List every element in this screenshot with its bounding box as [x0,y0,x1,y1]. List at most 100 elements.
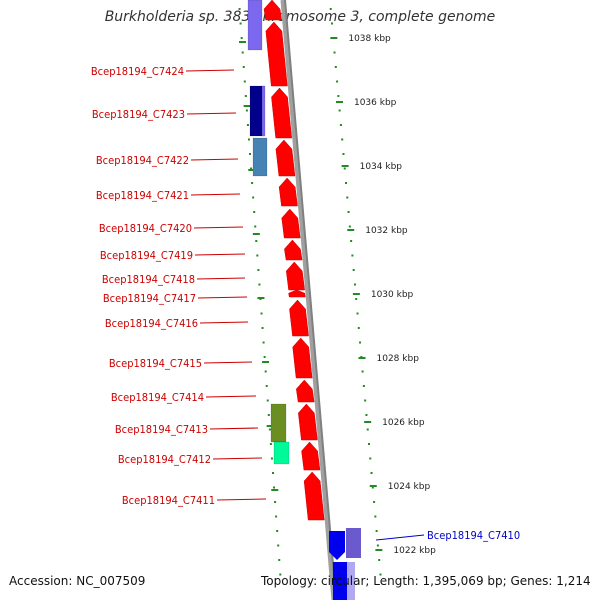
inner-ring-dot [279,573,282,576]
outer-ring-dot [353,283,356,286]
scale-label: 1024 kbp [388,482,431,492]
gene-arrow-reverse [301,441,321,471]
outer-ring-dot [352,269,355,271]
outer-ring-dot [355,298,358,300]
inner-ring-dot [253,211,256,213]
gene-label-reverse: Bcep18194_C7412 [118,453,211,466]
inner-ring-dot [269,443,272,445]
outer-ring-dot [334,66,337,68]
gene-leader-line [212,457,263,460]
gene-label-reverse: Bcep18194_C7422 [96,154,189,167]
outer-ring-dot [346,196,349,199]
outer-ring-dot [329,8,332,10]
gene-arrow-reverse [281,208,301,239]
outer-ring-dot [375,530,378,532]
feature-block-olive [270,403,287,443]
gene-arrows [263,0,325,521]
outer-ring-dot [366,428,369,431]
gene-leader-line [194,253,246,256]
major-tick [341,165,349,167]
inner-major-tick [239,41,247,43]
inner-ring-dot [275,515,278,518]
backbone-outer [280,0,337,600]
gene-label-reverse: Bcep18194_C7416 [105,317,198,330]
summary-label: Topology: circular; Length: 1,395,069 bp… [261,574,591,588]
outer-ring-dot [337,95,340,97]
gene-arrow-reverse [271,87,293,139]
outer-ring-dot [362,385,365,387]
gene-arrow-forward [329,531,345,560]
outer-ring-dot [376,544,379,547]
inner-major-tick [257,297,265,299]
outer-ring-dot [350,240,353,242]
outer-ring-dot [336,80,339,83]
outer-ring-dot [378,559,381,561]
gene-arrow-reverse [263,0,282,21]
gene-arrow-reverse [288,289,306,298]
inner-ring-dot [242,66,245,68]
gene-arrow-reverse [265,21,288,87]
feature-block-slateblue [346,528,361,558]
gene-arrow-reverse [296,379,315,403]
inner-ring-dot [241,51,244,54]
inner-ring-dot [270,457,273,460]
feature-block-lavender [247,0,263,51]
inner-ring-dot [246,124,249,126]
inner-ring-dot [277,544,280,547]
inner-ring-dot [245,109,248,112]
gene-leader-line [197,296,248,299]
gene-label-forward: Bcep18194_C7410 [427,529,520,542]
gene-leader-line [375,534,425,541]
inner-ring-dot [260,312,263,315]
major-tick [352,293,360,295]
gene-label-reverse: Bcep18194_C7421 [96,189,189,202]
gene-leader-line [203,361,253,364]
gene-label-reverse: Bcep18194_C7415 [109,357,202,370]
gene-label-reverse: Bcep18194_C7419 [100,249,193,262]
gene-label-reverse: Bcep18194_C7417 [103,292,196,305]
outer-ring-dot [339,124,342,126]
inner-ring-dot [254,225,257,228]
inner-ring-dot [265,385,268,387]
gene-arrow-reverse [289,299,309,337]
inner-ring-dot [238,8,241,10]
inner-ring-dot [268,428,271,431]
scale-label: 1036 kbp [354,98,397,108]
inner-ring-dot [267,414,270,416]
outer-ring-dot [345,182,348,184]
outer-ring-dot [351,254,354,257]
gene-label-reverse: Bcep18194_C7418 [102,273,195,286]
major-tick [369,485,377,487]
tick-rings [238,8,382,576]
inner-ring-dot [257,269,260,271]
outer-ring-dot [371,486,374,489]
gene-label-reverse: Bcep18194_C7413 [115,423,208,436]
feature-edge-lavender [261,85,266,137]
scale-label: 1034 kbp [360,162,403,172]
outer-ring-dot [373,501,376,503]
forward-features [329,528,361,600]
outer-ring-dot [342,153,345,155]
scale-label: 1028 kbp [377,354,420,364]
inner-ring-dot [251,182,254,184]
inner-ring-dot [256,254,259,257]
inner-ring-dot [278,559,281,561]
gene-leader-line [209,427,259,430]
inner-ring-dot [240,37,243,39]
inner-ring-dot [261,327,264,329]
gene-leader-line [199,321,249,324]
outer-ring-dot [374,515,377,518]
gene-label-reverse: Bcep18194_C7411 [122,494,215,507]
gene-leader-line [185,69,235,72]
inner-major-tick [271,489,279,491]
inner-ring-dot [239,22,242,25]
gene-arrow-reverse [303,471,325,521]
feature-block-springgreen [273,441,290,465]
gene-label-reverse: Bcep18194_C7414 [111,391,204,404]
feature-block-lightslate [347,562,355,600]
inner-major-tick [252,233,260,235]
scale-label: 1022 kbp [393,546,436,556]
inner-ring-dot [249,153,252,155]
